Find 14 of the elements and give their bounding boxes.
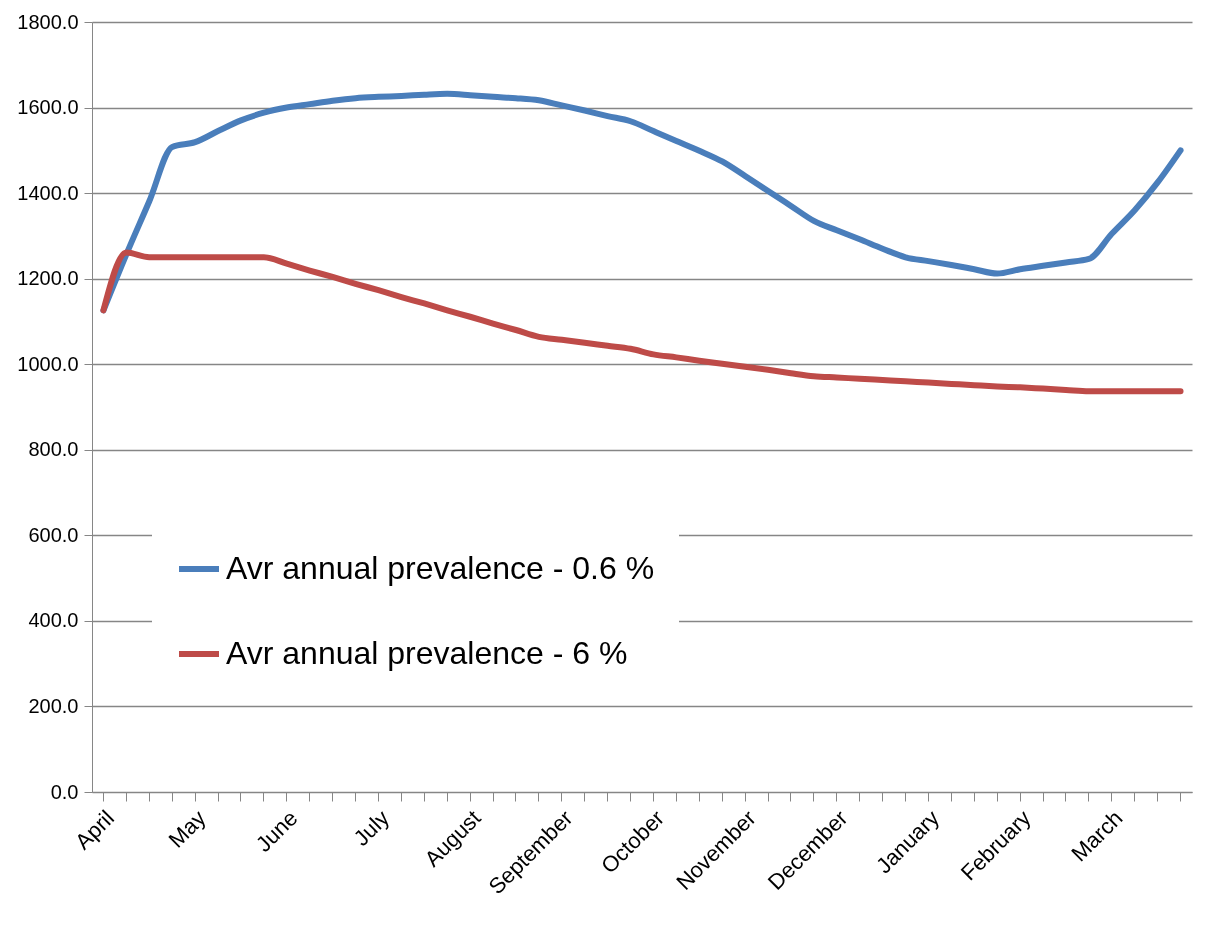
- y-tick-label: 0.0: [50, 780, 79, 803]
- x-tick-label: May: [163, 805, 211, 853]
- y-tick-label: 600.0: [28, 523, 79, 546]
- y-tick-label: 1000.0: [17, 352, 79, 375]
- y-tick-label: 400.0: [28, 609, 79, 632]
- x-tick-label: July: [348, 805, 395, 851]
- legend-label: Avr annual prevalence - 0.6 %: [226, 550, 655, 586]
- y-tick-label: 1400.0: [17, 181, 79, 204]
- y-tick-label: 1600.0: [17, 96, 79, 119]
- y-tick-label: 1800.0: [17, 10, 79, 33]
- legend-label: Avr annual prevalence - 6 %: [226, 635, 628, 671]
- y-tick-label: 1200.0: [17, 267, 79, 290]
- y-tick-label: 800.0: [28, 438, 79, 461]
- y-tick-label: 200.0: [28, 694, 79, 717]
